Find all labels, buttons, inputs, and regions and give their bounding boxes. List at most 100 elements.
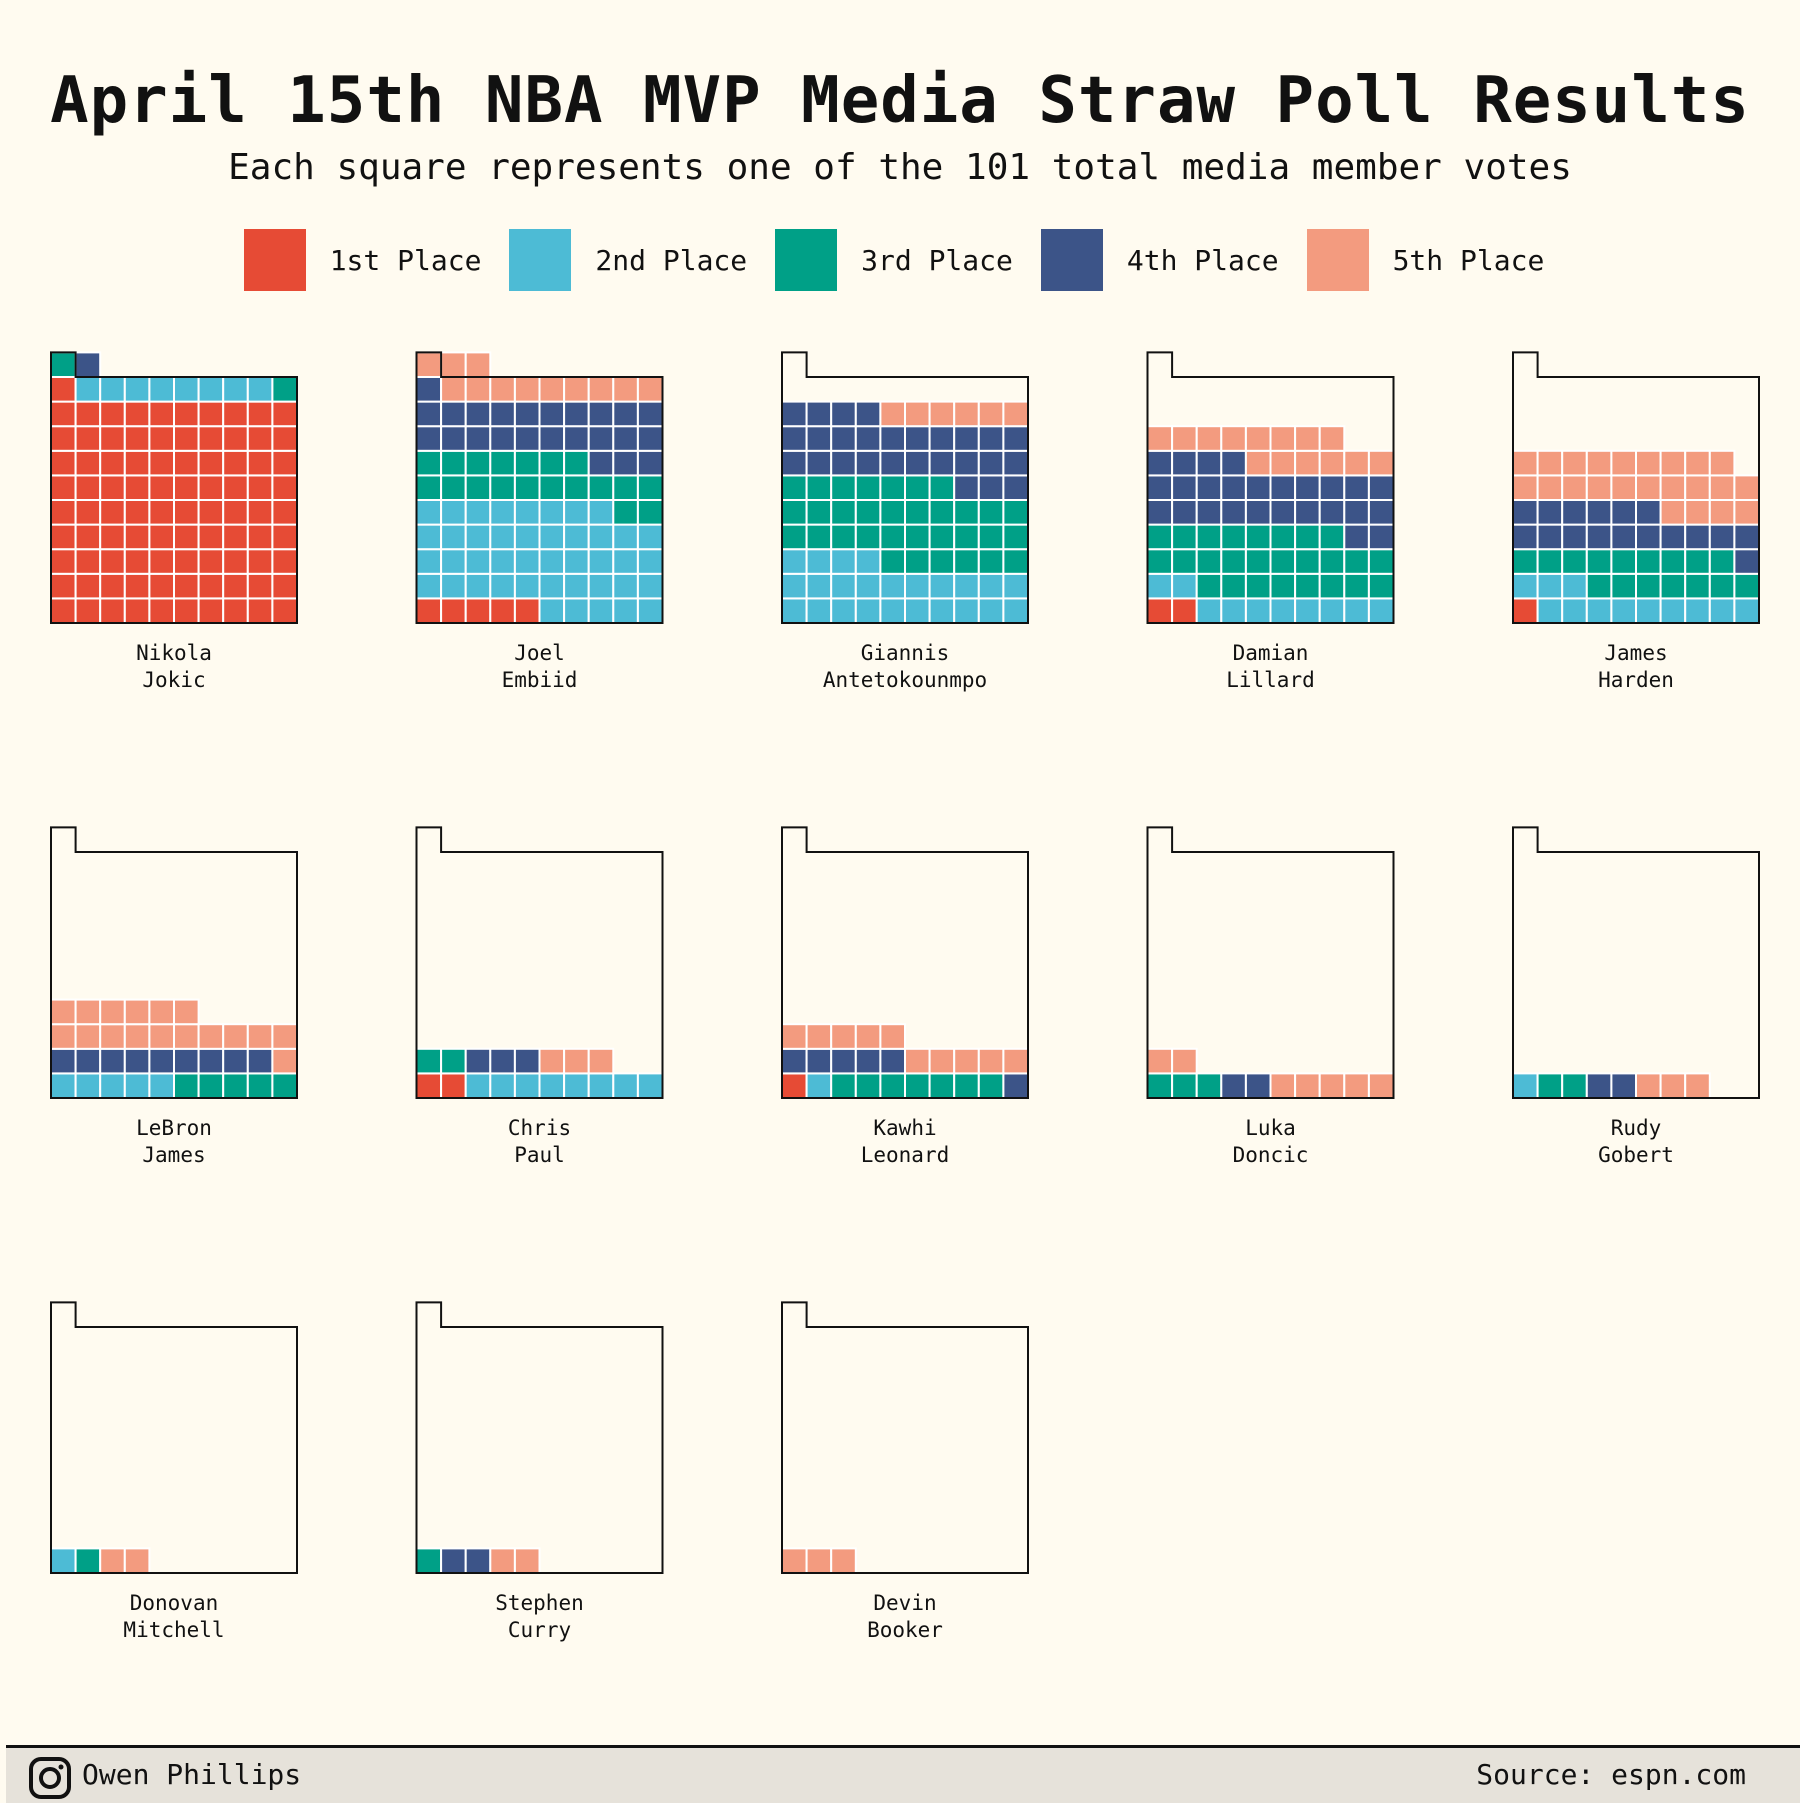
vote-cell bbox=[440, 499, 467, 526]
vote-cell bbox=[1002, 548, 1030, 575]
vote-cell bbox=[1659, 597, 1687, 625]
vote-cell bbox=[440, 449, 467, 477]
panel-outline bbox=[50, 826, 298, 1099]
vote-cell bbox=[928, 597, 956, 625]
vote-cell bbox=[123, 499, 151, 526]
vote-cell bbox=[99, 425, 126, 452]
vote-cell bbox=[1733, 474, 1761, 501]
vote-cell bbox=[271, 474, 298, 501]
vote-cell bbox=[222, 1072, 249, 1100]
vote-cell bbox=[148, 548, 175, 575]
vote-cell bbox=[50, 1047, 77, 1075]
vote-cell bbox=[99, 474, 126, 501]
vote-cell bbox=[1171, 449, 1198, 477]
vote-cell bbox=[1561, 597, 1588, 625]
player-first-name: Joel bbox=[514, 641, 565, 665]
vote-cell bbox=[1220, 499, 1247, 526]
vote-cell bbox=[415, 548, 443, 575]
vote-cell bbox=[1512, 523, 1539, 551]
vote-cell bbox=[538, 597, 566, 625]
vote-cell bbox=[1171, 1047, 1198, 1075]
vote-cell bbox=[636, 572, 664, 600]
vote-cell bbox=[173, 499, 200, 526]
vote-cell bbox=[415, 1072, 443, 1100]
legend-item-1st: 1st Place bbox=[243, 229, 494, 291]
vote-cell bbox=[415, 400, 443, 428]
vote-cell bbox=[173, 1047, 200, 1075]
vote-cell bbox=[1294, 597, 1321, 625]
vote-cell bbox=[1536, 1072, 1564, 1100]
vote-cell bbox=[1684, 474, 1711, 501]
vote-cell bbox=[538, 523, 566, 551]
vote-cell bbox=[879, 400, 907, 428]
vote-cell bbox=[879, 597, 907, 625]
vote-cell bbox=[99, 400, 126, 428]
vote-cell bbox=[1561, 548, 1588, 575]
vote-cell bbox=[173, 474, 200, 501]
vote-cell bbox=[953, 425, 980, 452]
vote-cell bbox=[271, 400, 298, 428]
vote-cell bbox=[1146, 572, 1174, 600]
vote-cell bbox=[781, 400, 808, 428]
vote-cell bbox=[1536, 474, 1564, 501]
vote-cell bbox=[415, 474, 443, 501]
vote-cell bbox=[1659, 449, 1687, 477]
vote-cell bbox=[904, 474, 931, 501]
legend-item-3rd: 3rd Place bbox=[775, 229, 1025, 291]
vote-cell bbox=[50, 425, 77, 452]
vote-cell bbox=[148, 474, 175, 501]
vote-cell bbox=[1146, 523, 1174, 551]
vote-cell bbox=[977, 499, 1005, 526]
vote-cell bbox=[222, 597, 249, 625]
vote-cell bbox=[197, 425, 225, 452]
waffle-chart: Nikola Jokic Joel Embiid Giannis Antetokounmp… bbox=[50, 351, 1761, 1642]
vote-cell bbox=[464, 499, 492, 526]
vote-cell bbox=[440, 376, 467, 403]
vote-cell bbox=[1733, 548, 1761, 575]
vote-cell bbox=[148, 376, 175, 403]
vote-cell bbox=[246, 1023, 274, 1050]
vote-cell bbox=[1195, 548, 1223, 575]
vote-cell bbox=[1318, 449, 1346, 477]
vote-cell bbox=[271, 523, 298, 551]
vote-cell bbox=[781, 1072, 808, 1100]
legend: 1st Place 2nd Place 3rd Place 4th Place … bbox=[0, 228, 1800, 292]
vote-cell bbox=[246, 400, 274, 428]
vote-cell bbox=[50, 1547, 77, 1575]
vote-cell bbox=[415, 449, 443, 477]
vote-cell bbox=[928, 474, 956, 501]
vote-cell bbox=[1002, 1072, 1030, 1100]
vote-cell bbox=[1635, 499, 1662, 526]
vote-cell bbox=[830, 1023, 857, 1050]
vote-cell bbox=[612, 425, 639, 452]
vote-cell bbox=[1635, 474, 1662, 501]
vote-cell bbox=[1002, 449, 1030, 477]
player-last-name: Embiid bbox=[502, 668, 578, 692]
vote-cell bbox=[1684, 449, 1711, 477]
vote-cell bbox=[587, 1072, 615, 1100]
player-panel-kawhi-leonard: Kawhi Leonard bbox=[781, 826, 1030, 1167]
vote-cell bbox=[805, 523, 833, 551]
vote-cell bbox=[830, 1072, 857, 1100]
vote-cell bbox=[74, 449, 102, 477]
vote-cell bbox=[904, 449, 931, 477]
vote-cell bbox=[489, 1547, 516, 1575]
vote-cell bbox=[464, 1072, 492, 1100]
vote-cell bbox=[440, 474, 467, 501]
vote-cell bbox=[879, 523, 907, 551]
vote-cell bbox=[1002, 572, 1030, 600]
vote-cell bbox=[74, 1047, 102, 1075]
vote-cell bbox=[464, 597, 492, 625]
vote-cell bbox=[612, 400, 639, 428]
vote-cell bbox=[1684, 572, 1711, 600]
player-first-name: Stephen bbox=[495, 1591, 584, 1615]
vote-cell bbox=[464, 400, 492, 428]
vote-cell bbox=[854, 449, 882, 477]
player-last-name: Jokic bbox=[142, 668, 205, 692]
player-first-name: Damian bbox=[1233, 641, 1309, 665]
panel-outline bbox=[781, 826, 1029, 1099]
vote-cell bbox=[612, 474, 639, 501]
vote-cell bbox=[904, 1072, 931, 1100]
vote-cell bbox=[830, 572, 857, 600]
vote-cell bbox=[1269, 597, 1297, 625]
